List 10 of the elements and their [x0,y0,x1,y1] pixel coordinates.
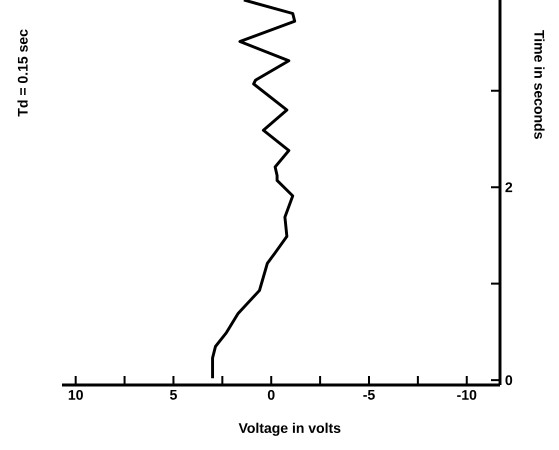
x-axis-title: Voltage in volts [238,422,340,436]
line-series [211,0,296,380]
x-tick-label: 5 [170,390,177,400]
text: Td = 0.15 sec [17,30,28,116]
y-tick-label: 2 [505,182,512,192]
x-tick-label: 0 [268,390,275,400]
x-tick-label: -5 [363,390,375,400]
y-axis-title: Time in seconds [534,30,545,139]
x-tick-label: -10 [457,390,476,400]
x-tick-label: 10 [68,390,83,400]
